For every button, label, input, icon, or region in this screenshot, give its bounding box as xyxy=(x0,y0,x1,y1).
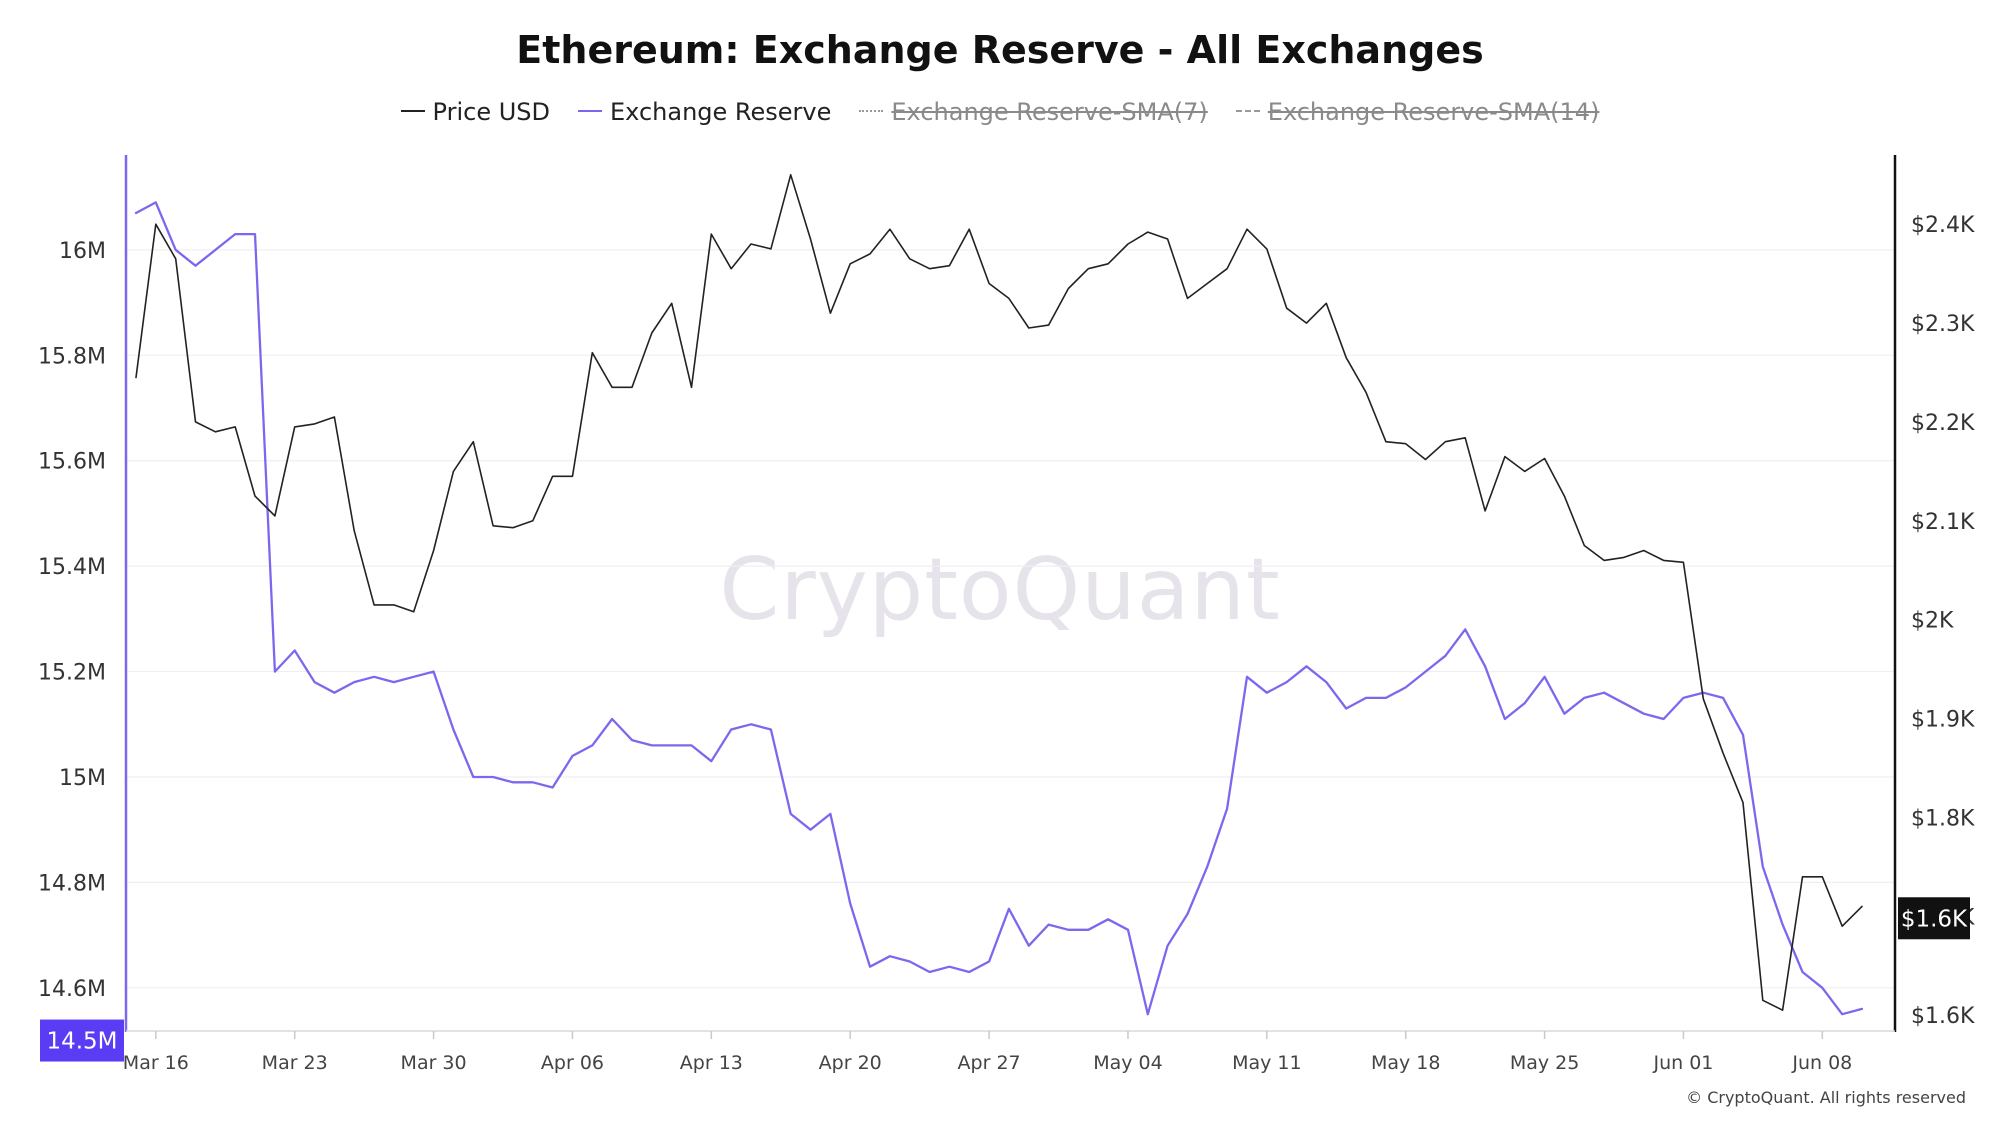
series-lines xyxy=(134,174,1864,1016)
legend-item[interactable]: Exchange Reserve-SMA(7) xyxy=(859,98,1208,126)
x-tick-label: May 18 xyxy=(1371,1052,1441,1074)
legend-label: Price USD xyxy=(432,98,551,126)
right-current-badge-label: $1.6K xyxy=(1901,906,1968,932)
x-tick-label: Mar 23 xyxy=(262,1052,328,1074)
x-tick-label: Apr 06 xyxy=(541,1052,604,1074)
y-right-tick-label: $1.9K xyxy=(1911,708,1975,733)
y-left-tick-label: 15.8M xyxy=(38,344,106,369)
x-tick-label: Apr 13 xyxy=(680,1052,743,1074)
legend-item[interactable]: Exchange Reserve-SMA(14) xyxy=(1235,98,1600,126)
x-tick-label: Jun 01 xyxy=(1652,1052,1713,1074)
x-tick-label: Jun 08 xyxy=(1791,1052,1852,1074)
legend-label: Exchange Reserve-SMA(14) xyxy=(1267,98,1600,126)
legend-swatch xyxy=(578,110,603,112)
legend-item[interactable]: Price USD xyxy=(400,98,551,126)
y-left-tick-label: 15.4M xyxy=(38,555,106,580)
series-line-exchange-reserve xyxy=(134,201,1864,1016)
watermark: CryptoQuant xyxy=(719,540,1281,640)
x-tick-label: Apr 20 xyxy=(819,1052,882,1074)
x-tick-label: May 25 xyxy=(1510,1052,1580,1074)
legend-swatch xyxy=(859,110,884,112)
x-tick-label: May 04 xyxy=(1093,1052,1163,1074)
y-right-tick-label: $2K xyxy=(1911,609,1954,634)
x-tick-label: Mar 30 xyxy=(401,1052,467,1074)
y-left-tick-label: 15M xyxy=(59,766,106,791)
x-tick-label: Mar 16 xyxy=(123,1052,189,1074)
y-right-tick-label: $2.4K xyxy=(1911,213,1975,238)
y-right-tick-label: $2.1K xyxy=(1911,510,1975,535)
y-left-tick-label: 15.6M xyxy=(38,450,106,475)
legend-swatch xyxy=(400,110,425,112)
y-right-tick-label: $1.6K xyxy=(1911,1004,1975,1029)
grid-lines xyxy=(126,249,1895,989)
right-current-badge xyxy=(1898,897,1970,940)
legend-swatch xyxy=(1235,110,1260,112)
y-left-tick-label: 15.2M xyxy=(38,661,106,686)
y-left-tick-label: 14.8M xyxy=(38,871,106,896)
left-current-badge-label: 14.5M xyxy=(46,1029,117,1055)
x-tick-label: Apr 27 xyxy=(958,1052,1021,1074)
x-tick-label: May 11 xyxy=(1232,1052,1302,1074)
legend-label: Exchange Reserve-SMA(7) xyxy=(891,98,1208,126)
y-left-tick-label: 14.6M xyxy=(38,977,106,1002)
current-value-badges: 14.5M $1.6K xyxy=(40,897,1970,1062)
y-right-tick-label: $2.2K xyxy=(1911,411,1975,436)
axes xyxy=(124,155,1897,1039)
legend: Price USD Exchange Reserve Exchange Reserv… xyxy=(0,98,2000,126)
series-line-price-usd xyxy=(135,174,1863,1012)
chart-title: Ethereum: Exchange Reserve - All Exchang… xyxy=(516,28,1484,72)
left-current-badge xyxy=(40,1019,124,1062)
legend-item[interactable]: Exchange Reserve xyxy=(578,98,831,126)
copyright-notice: © CryptoQuant. All rights reserved xyxy=(1686,1088,1966,1107)
y-right-tick-label: $1.8K xyxy=(1911,806,1975,831)
y-right-tick-label: $2.3K xyxy=(1911,312,1975,337)
legend-label: Exchange Reserve xyxy=(610,98,832,126)
y-left-tick-label: 16M xyxy=(59,239,106,264)
tick-labels: 14.6M 14.8M 15M 15.2M 15.4M 15.6M 15.8M 16M $1.6… xyxy=(38,213,1975,1074)
